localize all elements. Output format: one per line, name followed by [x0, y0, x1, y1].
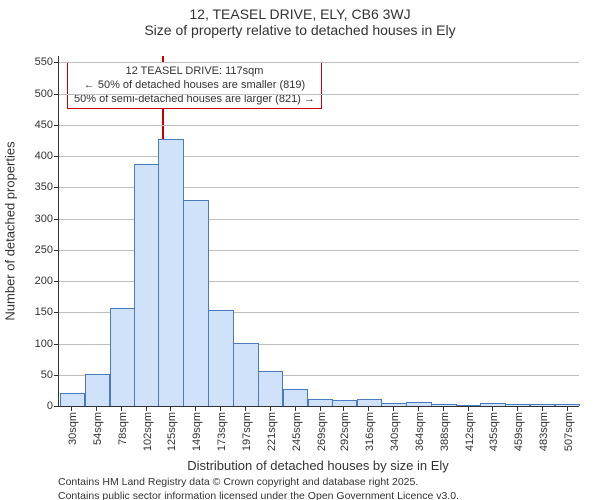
y-tick-label: 250	[35, 244, 59, 256]
chart-plot-area: 12 TEASEL DRIVE: 117sqm ← 50% of detache…	[58, 56, 579, 407]
x-tick-label: 459sqm	[513, 373, 525, 412]
y-tick-label: 500	[35, 88, 59, 100]
y-tick-label: 200	[35, 275, 59, 287]
x-tick-label: 149sqm	[191, 373, 203, 412]
y-axis-label: Number of detached properties	[3, 141, 18, 320]
x-tick-label: 102sqm	[142, 373, 154, 412]
footer-line-1: Contains HM Land Registry data © Crown c…	[58, 476, 459, 490]
x-tick-label: 292sqm	[339, 373, 351, 412]
grid-line	[59, 156, 579, 157]
x-tick-label: 364sqm	[414, 373, 426, 412]
grid-line	[59, 94, 579, 95]
x-tick-label: 78sqm	[117, 379, 129, 412]
footer-line-2: Contains public sector information licen…	[58, 490, 459, 500]
x-tick-label: 340sqm	[389, 373, 401, 412]
page-title-line2: Size of property relative to detached ho…	[0, 22, 600, 38]
histogram-bar	[134, 164, 160, 406]
x-tick-label: 388sqm	[439, 373, 451, 412]
y-tick-label: 0	[47, 400, 59, 412]
x-tick-label: 30sqm	[67, 379, 79, 412]
reference-annotation: 12 TEASEL DRIVE: 117sqm ← 50% of detache…	[67, 62, 322, 109]
histogram-bar	[158, 139, 184, 406]
y-tick-label: 50	[41, 369, 59, 381]
grid-line	[59, 62, 579, 63]
y-tick-label: 150	[35, 306, 59, 318]
x-tick-label: 173sqm	[216, 373, 228, 412]
x-tick-label: 245sqm	[291, 373, 303, 412]
x-tick-label: 316sqm	[364, 373, 376, 412]
x-tick-label: 269sqm	[316, 373, 328, 412]
footer-attribution: Contains HM Land Registry data © Crown c…	[58, 476, 459, 500]
annot-line-2: ← 50% of detached houses are smaller (81…	[74, 79, 315, 93]
x-tick-label: 507sqm	[563, 373, 575, 412]
y-tick-label: 350	[35, 181, 59, 193]
x-tick-label: 435sqm	[488, 373, 500, 412]
y-tick-label: 450	[35, 119, 59, 131]
y-tick-label: 100	[35, 338, 59, 350]
y-tick-label: 550	[35, 56, 59, 68]
x-tick-label: 197sqm	[241, 373, 253, 412]
x-tick-label: 412sqm	[464, 373, 476, 412]
x-axis-label: Distribution of detached houses by size …	[187, 458, 449, 473]
page-title-line1: 12, TEASEL DRIVE, ELY, CB6 3WJ	[0, 6, 600, 22]
x-tick-label: 54sqm	[92, 379, 104, 412]
grid-line	[59, 125, 579, 126]
annot-line-1: 12 TEASEL DRIVE: 117sqm	[74, 65, 315, 79]
x-tick-label: 125sqm	[166, 373, 178, 412]
y-tick-label: 300	[35, 213, 59, 225]
x-tick-label: 483sqm	[538, 373, 550, 412]
x-tick-label: 221sqm	[266, 373, 278, 412]
y-tick-label: 400	[35, 150, 59, 162]
annot-line-3: 50% of semi-detached houses are larger (…	[74, 93, 315, 107]
